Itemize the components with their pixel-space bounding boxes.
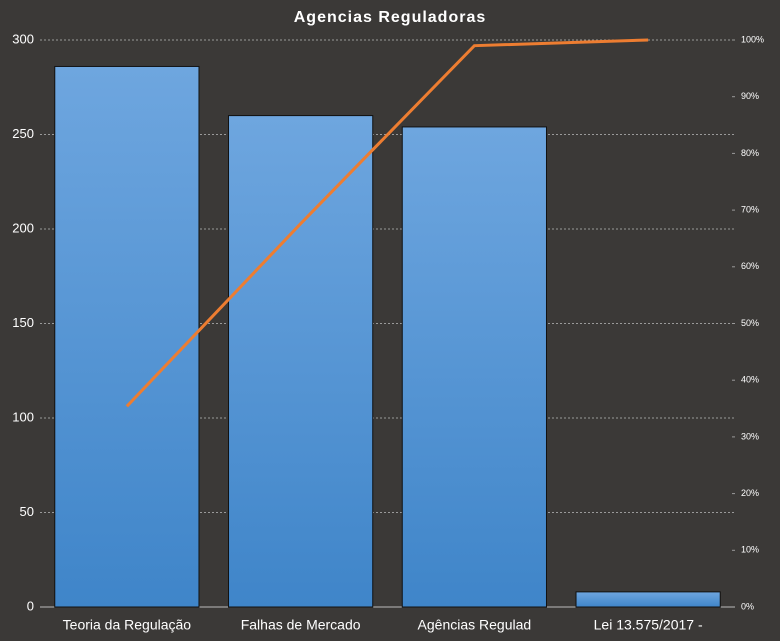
x-tick-label: Falhas de Mercado xyxy=(241,617,361,633)
y2-tick-label: 40% xyxy=(741,375,759,385)
y-tick-label: 250 xyxy=(12,126,34,141)
bar xyxy=(575,591,721,608)
x-tick-label: Agências Regulad xyxy=(418,617,532,633)
y-tick-label: 100 xyxy=(12,409,34,424)
y2-tick-label: 10% xyxy=(741,545,759,555)
y2-tick-label: 20% xyxy=(741,488,759,498)
y2-tick-label: 100% xyxy=(741,34,764,44)
y2-tick-label: 30% xyxy=(741,431,759,441)
bar xyxy=(228,115,374,608)
x-tick-label: Lei 13.575/2017 - xyxy=(594,617,703,633)
y2-tick-label: 0% xyxy=(741,601,754,611)
y2-tick-label: 60% xyxy=(741,261,759,271)
y-tick-label: 200 xyxy=(12,220,34,235)
y-tick-label: 300 xyxy=(12,31,34,46)
y-tick-label: 0 xyxy=(27,598,34,613)
y-tick-label: 150 xyxy=(12,315,34,330)
chart-title: Agencias Reguladoras xyxy=(294,9,487,26)
y2-tick-label: 70% xyxy=(741,204,759,214)
bar xyxy=(401,126,547,608)
y2-tick-label: 90% xyxy=(741,91,759,101)
bar xyxy=(54,65,200,608)
y2-tick-label: 50% xyxy=(741,318,759,328)
y2-tick-label: 80% xyxy=(741,148,759,158)
y-tick-label: 50 xyxy=(20,504,34,519)
cumulative-line xyxy=(125,38,649,408)
x-tick-label: Teoria da Regulação xyxy=(63,617,192,633)
